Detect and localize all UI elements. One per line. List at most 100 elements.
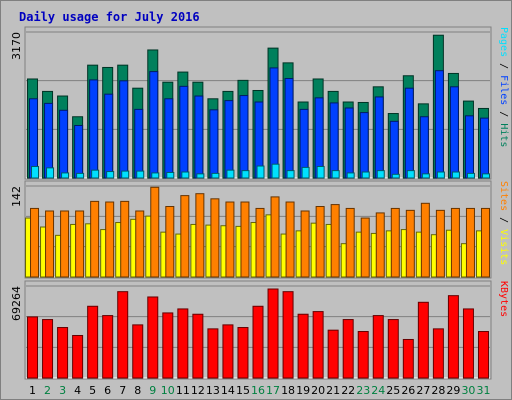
bar-pages [61,172,70,179]
panel-visits: 142 Sites / Visits [10,180,509,279]
bar-sites [390,207,400,278]
bar-kbytes [297,313,309,379]
bar-pages [256,165,265,179]
bar-files [59,109,69,179]
day-label: 23 [356,384,370,397]
bar-sites [165,206,175,278]
day-label: 12 [191,384,205,397]
day-label: 25 [386,384,400,397]
bar-files [179,85,189,179]
day-label: 13 [206,384,220,397]
bar-kbytes [147,296,159,379]
bar-sites [75,210,85,278]
bar-files [464,115,474,179]
bar-kbytes [372,315,384,379]
bar-sites [255,207,265,278]
bar-pages [181,171,190,179]
bar-pages [301,166,310,179]
bar-kbytes [237,327,249,379]
day-label: 17 [266,384,280,397]
legend-entry: KBytes [498,281,509,317]
day-label: 19 [296,384,310,397]
day-label: 11 [176,384,190,397]
max-value-label: 69264 [10,286,23,321]
bar-pages [451,171,460,179]
bar-sites [135,210,145,278]
panel-border [24,26,492,180]
bar-files [224,100,234,179]
bar-files [194,95,204,179]
bar-pages [271,163,280,179]
bar-files [284,78,294,179]
bar-kbytes [387,319,399,379]
bar-pages [376,170,385,179]
day-label: 6 [104,384,111,397]
bar-pages [226,169,235,179]
day-label: 24 [371,384,385,397]
bar-pages [136,170,145,179]
bar-kbytes [312,311,324,379]
bar-sites [465,207,475,278]
bar-kbytes [87,305,99,379]
panel-hits: 3170 Pages / Files / Hits [10,26,509,180]
day-label: 5 [89,384,96,397]
bar-kbytes [117,291,129,379]
bar-files [269,67,279,179]
bar-files [329,102,339,179]
bar-sites [345,207,355,278]
day-label: 16 [251,384,265,397]
legend-visits: Sites / Visits [498,181,509,265]
bar-kbytes [282,291,294,379]
bar-files [314,97,324,179]
day-label: 28 [431,384,445,397]
bar-sites [300,210,310,278]
bar-kbytes [42,319,54,379]
day-label: 21 [326,384,340,397]
legend-kbytes: KBytes [498,281,509,317]
bar-sites [450,207,460,278]
day-label: 2 [44,384,51,397]
day-label: 8 [134,384,141,397]
bar-sites [435,209,445,278]
bar-kbytes [102,315,114,379]
bar-pages [466,172,475,179]
bar-kbytes [357,331,369,379]
bar-sites [30,207,40,278]
bar-files [419,116,429,179]
bar-files [344,107,354,179]
bar-sites [480,207,490,278]
bar-kbytes [27,316,39,379]
bar-pages [481,173,490,179]
day-label: 9 [149,384,156,397]
bar-files [134,108,144,179]
legend-entry: Hits [498,123,509,147]
day-label: 31 [476,384,490,397]
bar-sites [225,201,235,278]
panel-kbytes: 69264 KBytes [10,280,509,380]
bar-kbytes [267,288,279,379]
bar-kbytes [207,328,219,379]
bar-files [74,124,84,179]
bar-pages [31,165,40,179]
day-label: 18 [281,384,295,397]
bar-kbytes [327,329,339,379]
legend-entry: / [498,57,509,75]
bar-sites [405,209,415,278]
day-label: 29 [446,384,460,397]
bar-sites [210,198,220,278]
day-label: 14 [221,384,235,397]
day-label: 30 [461,384,475,397]
bar-pages [46,167,55,179]
bar-sites [195,193,205,278]
day-label: 15 [236,384,250,397]
bar-kbytes [402,338,414,379]
bar-sites [330,204,340,278]
day-label: 7 [119,384,126,397]
bar-kbytes [222,324,234,379]
day-label: 27 [416,384,430,397]
bar-pages [286,170,295,179]
max-value-label: 142 [10,186,23,207]
legend-entry: Files [498,75,509,105]
